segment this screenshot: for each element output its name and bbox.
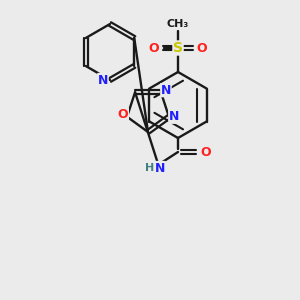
Text: N: N xyxy=(169,110,179,123)
Text: O: O xyxy=(118,108,128,121)
Text: N: N xyxy=(98,74,108,86)
Text: O: O xyxy=(149,41,159,55)
Text: N: N xyxy=(161,84,171,97)
Text: CH₃: CH₃ xyxy=(167,19,189,29)
Text: O: O xyxy=(201,146,211,158)
Text: N: N xyxy=(155,161,165,175)
Text: S: S xyxy=(173,41,183,55)
Text: H: H xyxy=(146,163,154,173)
Text: O: O xyxy=(197,41,207,55)
